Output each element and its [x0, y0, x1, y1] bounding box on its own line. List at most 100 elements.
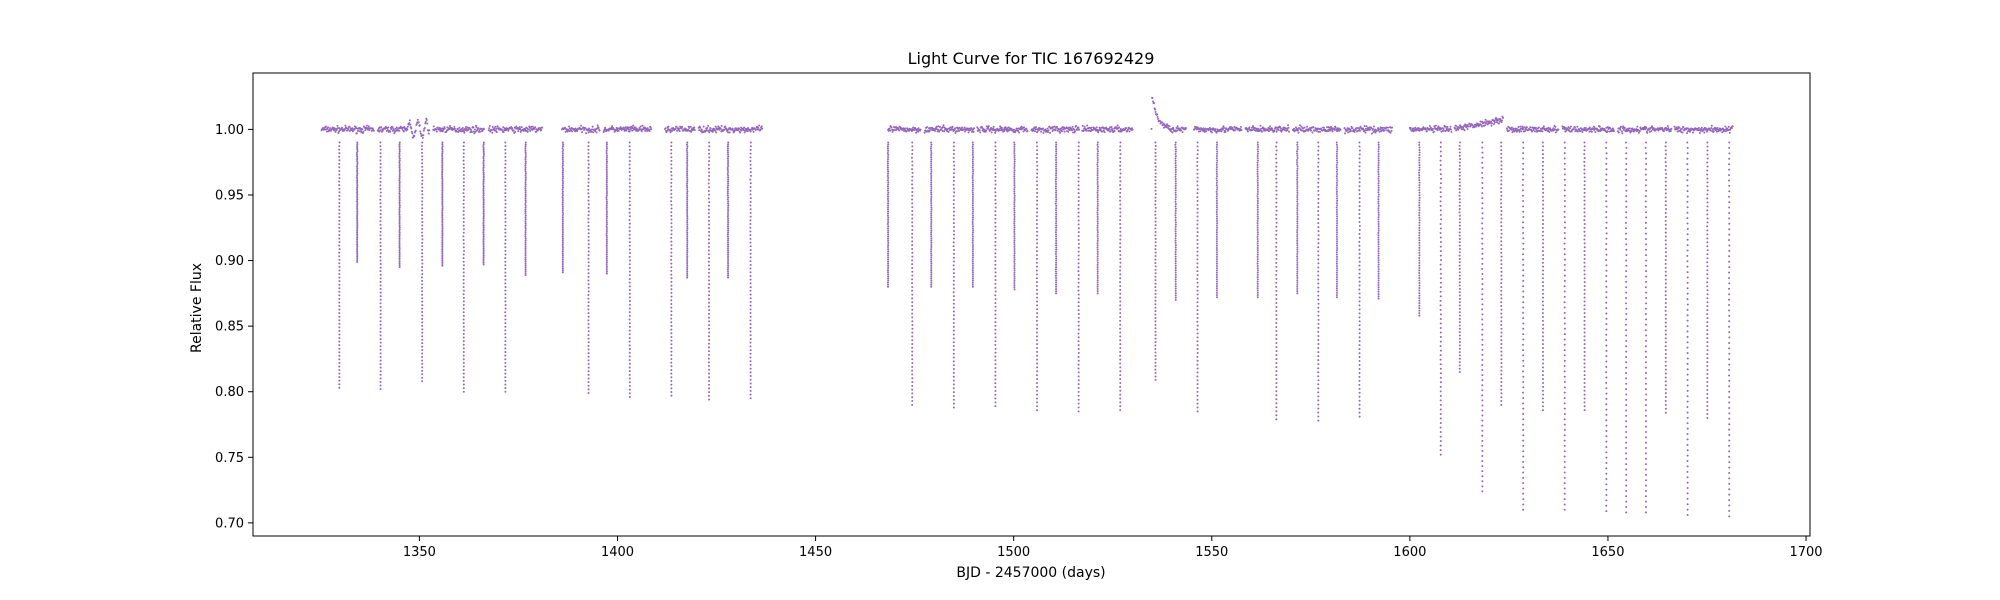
data-point — [1378, 130, 1381, 133]
data-point — [911, 198, 914, 201]
data-point — [524, 201, 527, 204]
data-point — [333, 127, 336, 130]
data-point — [398, 188, 401, 191]
data-point — [338, 230, 341, 233]
data-point — [482, 166, 485, 169]
data-point — [749, 182, 752, 185]
data-point — [356, 221, 359, 224]
data-point — [749, 178, 752, 181]
data-point — [491, 125, 494, 128]
data-point — [398, 174, 401, 177]
data-point — [971, 181, 974, 184]
data-point — [421, 356, 424, 359]
data-point — [707, 357, 710, 360]
data-point — [1215, 235, 1218, 238]
data-point — [749, 304, 752, 307]
data-point — [887, 149, 890, 152]
data-point — [1275, 390, 1278, 393]
data-point — [708, 283, 711, 286]
data-point — [605, 202, 608, 205]
data-point — [398, 181, 401, 184]
y-axis-label: Relative Flux — [189, 263, 205, 353]
data-point — [524, 153, 527, 156]
data-point — [1296, 174, 1299, 177]
data-point — [587, 323, 590, 326]
data-point — [561, 184, 564, 187]
data-point — [628, 318, 631, 321]
data-point — [379, 284, 382, 287]
data-point — [398, 190, 401, 193]
data-point — [1055, 218, 1058, 221]
data-point — [462, 293, 465, 296]
data-point — [338, 369, 341, 372]
data-point — [398, 244, 401, 247]
data-point — [587, 243, 590, 246]
data-point — [462, 239, 465, 242]
data-point — [524, 220, 527, 223]
data-point — [462, 195, 465, 198]
data-point — [911, 339, 914, 342]
data-point — [1067, 130, 1070, 133]
data-point — [1154, 248, 1157, 251]
data-point — [1320, 127, 1323, 130]
data-point — [1417, 127, 1420, 130]
data-point — [994, 324, 997, 327]
data-point — [441, 162, 444, 165]
data-point — [561, 196, 564, 199]
data-point — [482, 238, 485, 241]
data-point — [1275, 205, 1278, 208]
data-point — [1284, 127, 1287, 130]
data-point — [749, 219, 752, 222]
data-point — [749, 274, 752, 277]
data-point — [994, 347, 997, 350]
data-point — [517, 130, 520, 133]
data-point — [726, 147, 729, 150]
data-point — [1520, 130, 1523, 133]
data-point — [1196, 375, 1199, 378]
data-point — [628, 233, 631, 236]
data-point — [749, 245, 752, 248]
data-point — [1621, 132, 1624, 135]
data-point — [628, 351, 631, 354]
data-point — [936, 125, 939, 128]
data-point — [1035, 128, 1038, 131]
data-point — [685, 143, 688, 146]
data-point — [1221, 128, 1224, 131]
data-point — [482, 143, 485, 146]
data-point — [947, 130, 950, 133]
data-point — [994, 279, 997, 282]
data-point — [356, 196, 359, 199]
data-point — [379, 323, 382, 326]
data-point — [708, 223, 711, 226]
data-point — [482, 215, 485, 218]
data-point — [1174, 225, 1177, 228]
data-point — [1013, 258, 1016, 261]
data-point — [994, 317, 997, 320]
data-point — [347, 128, 350, 131]
data-point — [1343, 127, 1346, 130]
data-point — [356, 210, 359, 213]
data-point — [1055, 220, 1058, 223]
data-point — [338, 287, 341, 290]
data-point — [1204, 130, 1207, 133]
data-point — [994, 397, 997, 400]
data-point — [930, 202, 933, 205]
data-point — [1457, 128, 1460, 131]
data-point — [1174, 143, 1177, 146]
data-point — [524, 210, 527, 213]
data-point — [1256, 148, 1259, 151]
data-point — [952, 272, 955, 275]
data-point — [482, 210, 485, 213]
data-point — [1102, 129, 1105, 132]
data-point — [1056, 126, 1059, 129]
data-point — [1196, 355, 1199, 358]
data-point — [1119, 350, 1122, 353]
data-point — [991, 129, 994, 132]
data-point — [1174, 162, 1177, 165]
data-point — [1174, 251, 1177, 254]
data-point — [670, 280, 673, 283]
data-point — [356, 208, 359, 211]
data-point — [1161, 121, 1164, 124]
data-point — [726, 247, 729, 250]
data-point — [952, 364, 955, 367]
